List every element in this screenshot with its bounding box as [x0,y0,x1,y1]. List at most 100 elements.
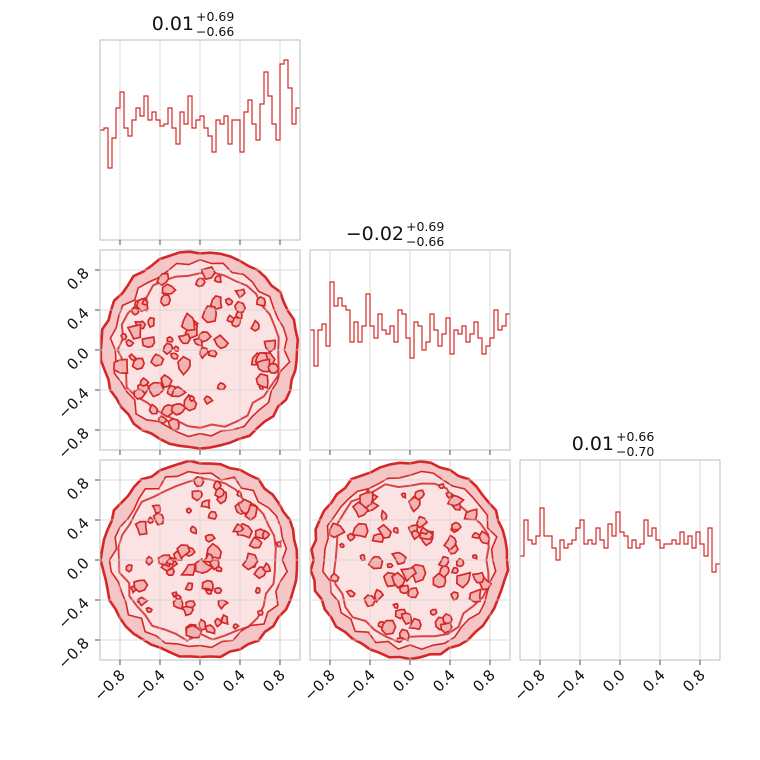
contour-blob [147,316,156,329]
contour-blob [390,571,406,589]
title-minus: −0.66 [406,234,444,249]
contour-blob [159,293,172,307]
contour-blob [429,608,438,616]
x-tick-label: 0.8 [469,666,499,696]
contour-blob [232,623,240,630]
contour-blob [380,619,397,636]
contour-blob [166,335,174,343]
panel-r2-c1: −0.8 −0.4 0.0 0.4 0.8 [300,459,511,705]
y-tick-label: −0.8 [54,634,92,672]
hist-title-0: 0.01 +0.69−0.66 [152,9,235,39]
hist-title-1: −0.02 +0.69−0.66 [346,219,445,249]
contour-blob [205,588,213,595]
contour-blob [213,275,222,284]
contour-blob [450,566,460,574]
contour-blob [145,606,154,614]
panel-r2-c2: 0.01 +0.66−0.70 −0.8 −0.4 0.0 0.4 0.8 [510,429,721,705]
contour-blob [256,358,271,373]
contour-blob [408,617,422,631]
contour-blob [392,602,399,610]
contour-blob [176,544,191,560]
contour-blob [162,342,174,356]
contour-blob [255,372,269,390]
contour-blob [177,355,191,377]
histogram-1 [310,281,510,367]
contour-blob [415,515,429,529]
contour-blob [351,522,369,539]
contour-blob [373,588,385,604]
contour-blob [164,558,176,566]
contour-blob [413,489,426,501]
y-tick-label: 0.4 [63,304,93,334]
contour-blob [125,563,133,573]
contour-blob [134,520,148,536]
x-tick-label: −0.8 [510,666,548,704]
contour-blob [263,339,277,354]
contour-blob [257,609,264,616]
contour-blob [189,525,198,535]
contour-blob [442,612,453,625]
contour-blob [220,613,229,626]
y-tick-label: 0.4 [63,514,93,544]
title-plus: +0.66 [616,429,654,444]
panel-r1-c0: −0.8−0.4 0.0 0.4 0.8 [54,249,301,463]
x-tick-label: −0.4 [340,666,378,704]
x-tick-label: 0.4 [429,666,459,696]
contour-blob [170,403,187,416]
contour-blob [216,381,227,391]
contour-blob [261,529,271,541]
y-tick-label: −0.8 [54,424,92,462]
contour-blob [261,561,272,573]
contour-blob [410,529,421,541]
contour [100,460,299,659]
x-tick-label: 0.4 [639,666,669,696]
contour-blob [213,617,223,628]
contour-blob [200,499,211,510]
contour-blob [207,510,218,521]
contour-blob [472,554,478,560]
y-tick-label: −0.4 [54,594,92,632]
title-median: 0.01 [572,433,614,455]
contour-blob [130,306,140,316]
contour-blob [113,358,129,374]
contour-blob [188,394,196,403]
contour-blob [380,509,388,522]
contour-blob [133,579,149,593]
title-minus: −0.70 [616,444,654,459]
contour-blob [451,521,462,531]
contour-blob [204,533,217,543]
y-tick-label: 0.0 [63,554,93,584]
y-tick-label: 0.8 [63,474,93,504]
x-tick-label: −0.8 [300,666,338,704]
contour-blob [185,624,203,639]
contour-blob [185,507,193,514]
contour-blob [141,297,149,306]
contour-blob [400,492,407,499]
contour-blob [177,332,192,345]
histogram-0 [100,59,300,169]
contour-blob [386,562,394,569]
x-tick-label: −0.4 [130,666,168,704]
contour-blob [438,563,451,579]
contour-blob [338,542,345,549]
contour-blob [439,621,453,634]
contour-blob [390,551,407,566]
contour-blob [180,312,196,332]
x-tick-label: 0.4 [219,666,249,696]
title-minus: −0.66 [196,24,234,39]
contour-blob [446,494,465,507]
contour-blob [244,503,258,522]
contour-blob [180,563,196,576]
contour-blob [170,385,188,398]
x-tick-label: 0.0 [599,666,629,696]
contour-blob [455,571,472,589]
contour-blob [138,596,149,607]
contour-blob [478,530,491,545]
contour-blob [359,553,366,562]
contour-blob [248,536,263,549]
contour-blob [256,295,267,307]
contour-blob [161,283,177,295]
x-tick-label: 0.8 [679,666,709,696]
contour-blob [328,572,340,583]
contour-blob [167,417,180,432]
